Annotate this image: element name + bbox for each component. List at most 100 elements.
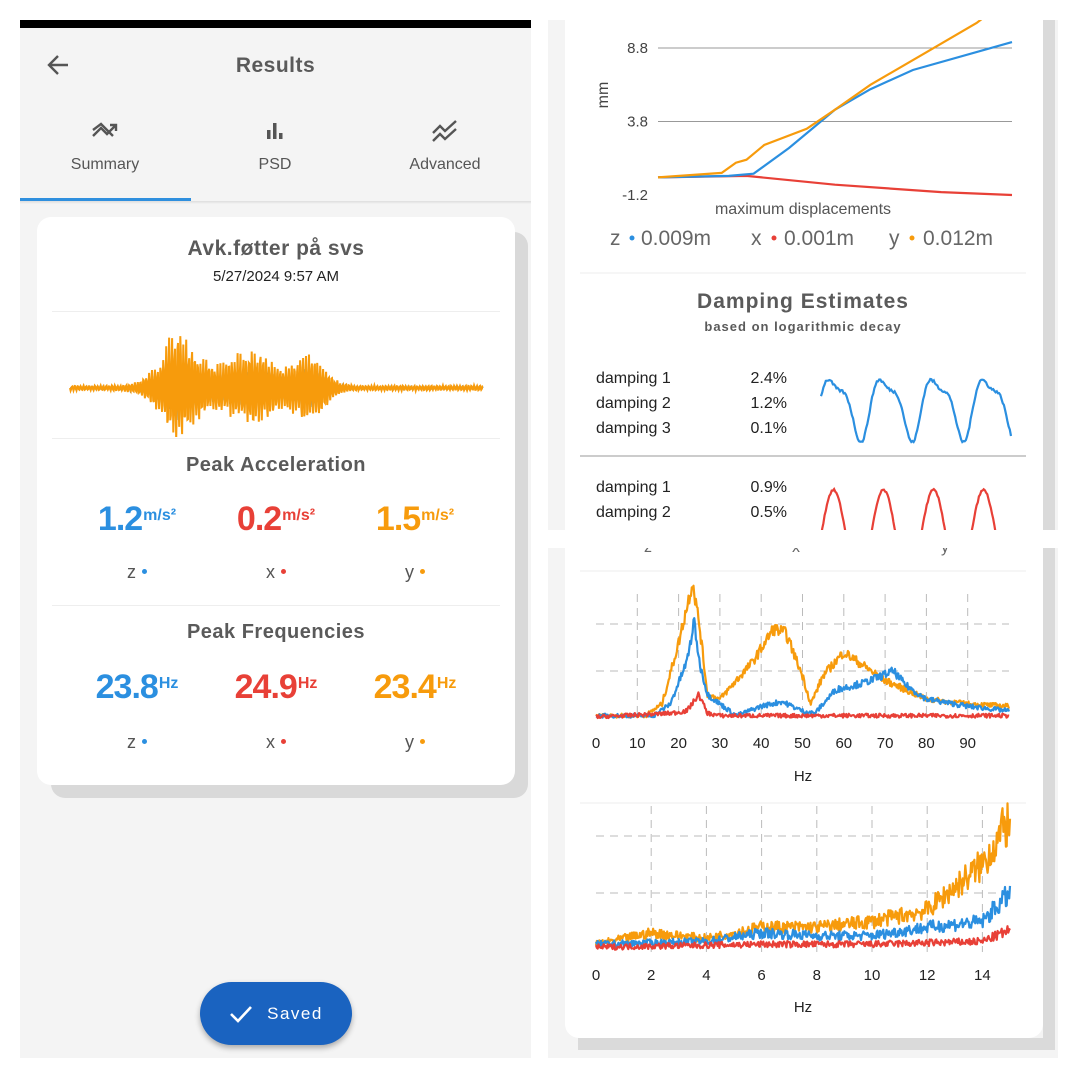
waveform-y xyxy=(69,336,484,437)
legend-x: x xyxy=(792,548,800,556)
x-tick-label: 10 xyxy=(629,735,646,752)
x-tick-label: 10 xyxy=(864,967,881,984)
y-tick-label: -1.2 xyxy=(622,187,648,204)
damping-label: damping 2 xyxy=(596,504,671,521)
axis-label-y: y xyxy=(335,562,495,583)
tab-psd[interactable]: PSD xyxy=(190,115,360,200)
damping-subtitle: based on logarithmic decay xyxy=(704,319,901,334)
recording-name: Avk.føtter på svs xyxy=(187,237,365,260)
saved-button[interactable]: Saved xyxy=(200,982,352,1045)
legend-dot-x xyxy=(771,235,777,241)
psd1-xlabel: Hz xyxy=(794,768,812,785)
y-axis-label: mm xyxy=(595,82,612,109)
peak-acceleration-z: 1.2m/s² xyxy=(97,500,177,538)
legend-x: x xyxy=(751,227,762,250)
damping-label: damping 1 xyxy=(596,479,671,496)
x-tick-label: 40 xyxy=(753,735,770,752)
arrow-left-icon[interactable] xyxy=(44,50,74,80)
recording-datetime: 5/27/2024 9:57 AM xyxy=(213,268,339,285)
x-tick-label: 6 xyxy=(757,967,765,984)
psd2-xlabel: Hz xyxy=(794,999,812,1016)
y-tick-label: 3.8 xyxy=(627,114,648,131)
peak-acceleration-x: 0.2m/s² xyxy=(236,500,316,538)
legend-z-value: 0.009m xyxy=(641,227,711,250)
x-tick-label: 80 xyxy=(918,735,935,752)
card xyxy=(565,20,1043,530)
page-title: Results xyxy=(235,54,316,77)
advanced-screen-top: 8.8 3.8 -1.2 mm maximum displacements z 0.00… xyxy=(548,20,1058,530)
damping-title: Damping Estimates xyxy=(697,290,909,313)
damping-value: 2.4% xyxy=(751,370,787,387)
advanced-screen-bottom: z x y 0 10 20 30 40 50 60 70 80 90 Hz 0 2 4 6 8 10 12 14… xyxy=(548,548,1058,1058)
damping-group-z: damping 1 2.4% damping 2 1.2% damping 3 0.1… xyxy=(596,370,787,437)
tab-summary[interactable]: Summary xyxy=(20,115,190,200)
divider xyxy=(52,605,500,606)
peak-acceleration-title: Peak Acceleration xyxy=(185,454,367,476)
displacement-line-z xyxy=(657,41,1013,179)
psd-line-x xyxy=(594,925,1011,951)
legend-y-value: 0.012m xyxy=(923,227,993,250)
damping-label: damping 2 xyxy=(596,395,671,412)
tab-label: Summary xyxy=(70,156,140,173)
axis-label-x: x xyxy=(196,562,356,583)
x-tick-label: 4 xyxy=(702,967,710,984)
summary-card: Avk.føtter på svs 5/27/2024 9:57 AM Peak… xyxy=(37,217,515,785)
saved-label: Saved xyxy=(267,1003,323,1023)
damping-value: 0.1% xyxy=(751,420,787,437)
damping-x-waveform xyxy=(820,487,997,530)
damping-value: 0.5% xyxy=(751,504,787,521)
x-tick-label: 50 xyxy=(794,735,811,752)
axis-label-z: z xyxy=(57,732,217,753)
damping-label: damping 1 xyxy=(596,370,671,387)
trending-icon xyxy=(92,122,118,137)
divider xyxy=(52,311,500,312)
legend-dot-z xyxy=(629,235,635,241)
psd-line-x xyxy=(595,691,1010,720)
x-tick-label: 70 xyxy=(877,735,894,752)
legend-y: y xyxy=(941,548,949,556)
axis-label-x: x xyxy=(196,732,356,753)
psd-line-z xyxy=(595,885,1012,948)
peak-frequency-y: 23.4Hz xyxy=(373,668,457,706)
card xyxy=(565,548,1043,1038)
psd-legend-partial: z x y xyxy=(644,548,949,556)
x-tick-label: 0 xyxy=(592,967,600,984)
card-shadow xyxy=(578,1038,1055,1050)
damping-label: damping 3 xyxy=(596,420,671,437)
damping-value: 1.2% xyxy=(751,395,787,412)
psd-line-y xyxy=(594,802,1012,947)
x-tick-label: 60 xyxy=(835,735,852,752)
legend-x-value: 0.001m xyxy=(784,227,854,250)
tab-advanced[interactable]: Advanced xyxy=(360,115,530,200)
divider xyxy=(52,438,500,439)
axis-label-z: z xyxy=(57,562,217,583)
tab-label: PSD xyxy=(258,156,292,173)
x-tick-label: 14 xyxy=(974,967,991,984)
damping-z-waveform xyxy=(819,377,1013,444)
peak-frequencies-title: Peak Frequencies xyxy=(186,621,366,643)
peak-frequency-x: 24.9Hz xyxy=(234,668,318,706)
displacement-chart: 8.8 3.8 -1.2 mm xyxy=(595,20,1013,204)
advanced-bottom-content: z x y 0 10 20 30 40 50 60 70 80 90 Hz 0 2 4 6 8 10 12 14… xyxy=(565,548,1055,1050)
displacement-xlabel: maximum displacements xyxy=(715,201,891,218)
x-tick-label: 20 xyxy=(670,735,687,752)
advanced-top-content: 8.8 3.8 -1.2 mm maximum displacements z 0.00… xyxy=(565,20,1055,530)
bar-chart-icon xyxy=(267,123,283,139)
tab-label: Advanced xyxy=(409,156,481,173)
damping-value: 0.9% xyxy=(751,479,787,496)
x-tick-label: 8 xyxy=(813,967,821,984)
status-bar xyxy=(20,20,531,28)
multiline-chart-icon xyxy=(432,120,457,142)
displacement-line-y xyxy=(657,20,983,179)
psd-chart-low: 0 2 4 6 8 10 12 14 xyxy=(592,802,1012,984)
summary-screen: Results Summary PSD Advanced Avk.føtter … xyxy=(20,20,531,1058)
x-tick-label: 0 xyxy=(592,735,600,752)
legend-z: z xyxy=(644,548,652,556)
psd-line-z xyxy=(595,617,1011,719)
legend-y: y xyxy=(889,227,900,250)
peak-acceleration-y: 1.5m/s² xyxy=(375,500,455,538)
check-icon xyxy=(230,1005,253,1023)
legend-z: z xyxy=(610,227,621,250)
card-shadow xyxy=(1043,20,1055,530)
card-shadow xyxy=(1043,548,1055,1048)
